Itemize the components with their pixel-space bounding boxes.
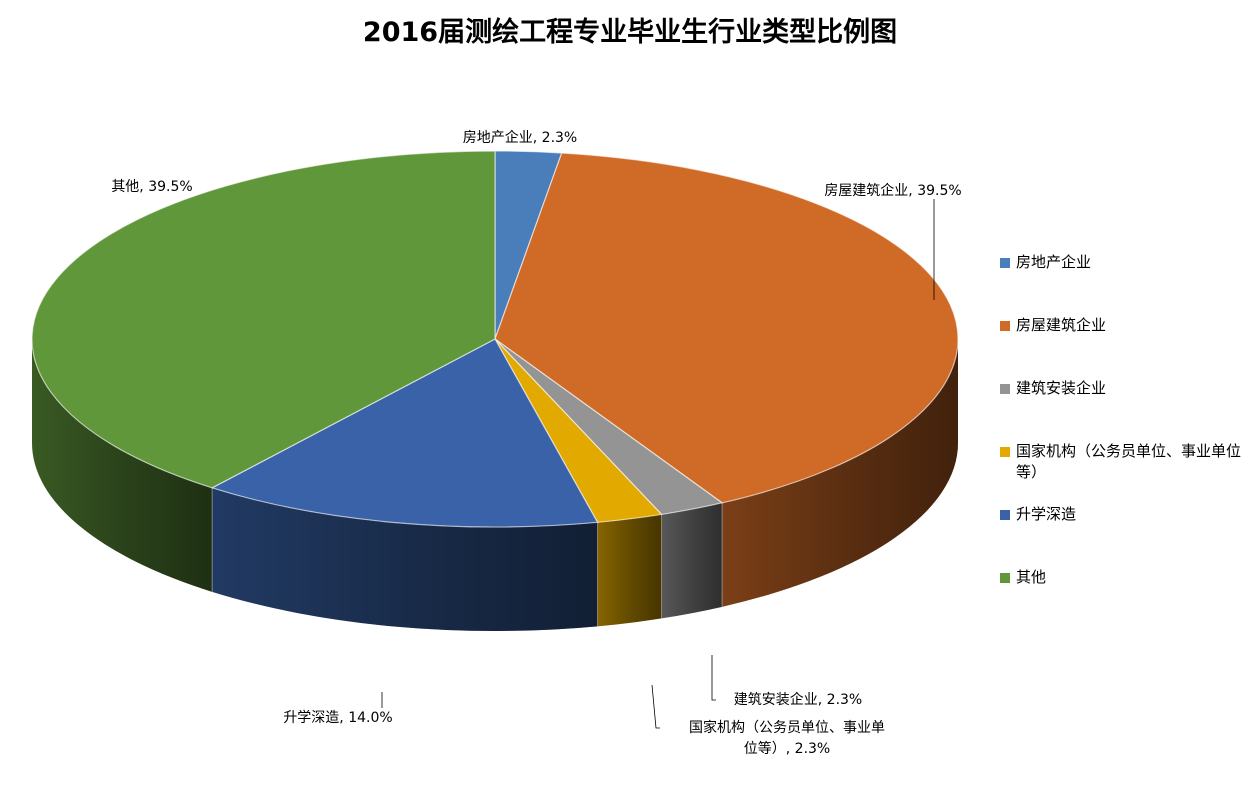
legend-label: 其他	[1016, 568, 1047, 586]
data-label-6: 其他, 39.5%	[111, 179, 192, 195]
leader-line-4	[651, 684, 660, 729]
legend-label: 房屋建筑企业	[1016, 316, 1107, 334]
data-label-2: 房屋建筑企业, 39.5%	[824, 182, 961, 199]
pie-side-shade-3	[661, 502, 723, 619]
pie-leader-lines	[381, 199, 935, 729]
legend-swatch	[1000, 573, 1010, 583]
pie-slice-5	[210, 338, 599, 528]
leader-line-3	[711, 655, 716, 701]
legend-item: 房地产企业	[1000, 252, 1252, 273]
pie-data-labels: 房地产企业, 2.3% 房屋建筑企业, 39.5% 建筑安装企业, 2.3% 国家机构…	[111, 129, 961, 757]
data-label-5: 升学深造, 14.0%	[283, 710, 392, 726]
chart-title: 2016届测绘工程专业毕业生行业类型比例图	[362, 17, 898, 48]
legend-swatch	[1000, 258, 1010, 268]
legend-label: 升学深造	[1016, 505, 1077, 523]
legend-swatch	[1000, 384, 1010, 394]
pie-slice-2	[494, 152, 959, 504]
data-label-4: 位等）, 2.3%	[744, 740, 830, 757]
legend-label: 建筑安装企业	[1016, 379, 1107, 397]
pie-top	[31, 150, 959, 528]
pie-side-shade-2	[722, 339, 958, 607]
legend-item: 其他	[1000, 567, 1252, 588]
data-label-3: 建筑安装企业, 2.3%	[734, 691, 862, 708]
data-label-1: 房地产企业, 2.3%	[463, 129, 577, 146]
legend-swatch	[1000, 321, 1010, 331]
legend-item: 国家机构（公务员单位、事业单位等）	[1000, 441, 1252, 483]
legend-label: 国家机构（公务员单位、事业单位等）	[1016, 442, 1242, 481]
legend-swatch	[1000, 447, 1010, 457]
pie-slice-6	[31, 150, 496, 489]
legend-item: 建筑安装企业	[1000, 378, 1252, 399]
pie-sides	[32, 339, 958, 631]
legend-label: 房地产企业	[1016, 253, 1092, 271]
data-label-4: 国家机构（公务员单位、事业单	[689, 719, 885, 736]
legend-swatch	[1000, 510, 1010, 520]
pie-side-shade-6	[32, 339, 213, 592]
legend-item: 房屋建筑企业	[1000, 315, 1252, 336]
pie-side-shade-5	[212, 487, 598, 631]
pie-side-shade-4	[597, 514, 662, 627]
legend-item: 升学深造	[1000, 504, 1252, 525]
